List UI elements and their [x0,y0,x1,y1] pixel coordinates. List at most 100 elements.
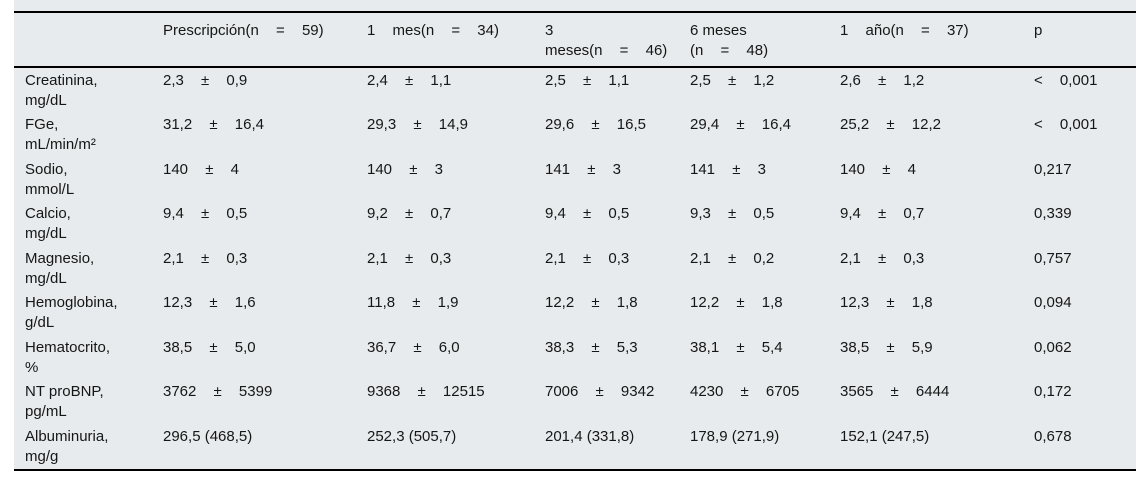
value-cell: 3762 ± 5399 [163,382,367,423]
column-header: Prescripción(n = 59) [163,21,367,61]
value-cell: 29,4 ± 16,4 [690,115,840,156]
value-cell: 12,3 ± 1,8 [840,293,1034,334]
cell-text: 4230 ± 6705 [690,383,800,401]
value-cell: 9,4 ± 0,7 [840,204,1034,245]
cell-text: 9,2 ± 0,7 [367,205,452,223]
cell-text: 152,1 (247,5) [840,427,930,445]
cell-text: 29,6 ± 16,5 [545,116,646,134]
value-cell: 2,1 ± 0,3 [840,249,1034,290]
cell-text: % [25,358,39,376]
table-header-row: Prescripción(n = 59) 1 mes(n = 34) 3 meses(… [14,13,1136,61]
cell-text: 0,094 [1034,294,1072,312]
cell-text: 140 ± 4 [163,160,239,178]
cell-text: 25,2 ± 12,2 [840,116,941,134]
cell-text: g/dL [25,314,55,332]
table-row: Creatinina, mg/dL 2,3 ± 0,9 2,4 ± 1,1 2,5 ± … [14,68,1136,112]
cell-text: 1 mes(n = 34) [367,22,499,39]
cell-text: 252,3 (505,7) [367,427,457,445]
cell-text: Hematocrito, [25,338,111,356]
table-row: Calcio, mg/dL 9,4 ± 0,5 9,2 ± 0,7 9,4 ± 0,5 9… [14,201,1136,245]
cell-text: 11,8 ± 1,9 [367,294,459,312]
cell-text: Calcio, [25,205,71,223]
cell-text: 7006 ± 9342 [545,383,655,401]
row-label: Creatinina, mg/dL [14,71,163,112]
cell-text: 2,5 ± 1,2 [690,72,775,89]
value-cell: 2,5 ± 1,1 [545,71,690,112]
row-label: Magnesio, mg/dL [14,249,163,290]
row-label: NT proBNP, pg/mL [14,382,163,423]
column-header: 1 año(n = 37) [840,21,1034,61]
row-label: Calcio, mg/dL [14,204,163,245]
value-cell: 31,2 ± 16,4 [163,115,367,156]
cell-text: 38,1 ± 5,4 [690,338,783,356]
column-header: 6 meses (n = 48) [690,21,840,61]
cell-text: < 0,001 [1034,116,1098,134]
value-cell: 296,5 (468,5) [163,427,367,468]
cell-text: 3762 ± 5399 [163,383,273,401]
value-cell: 2,1 ± 0,3 [163,249,367,290]
value-cell: 178,9 (271,9) [690,427,840,468]
value-cell: 3565 ± 6444 [840,382,1034,423]
cell-text: Albuminuria, [25,427,109,445]
row-label: FGe, mL/min/m² [14,115,163,156]
cell-text: mg/g [25,447,59,465]
cell-text: Hemoglobina, [25,294,118,312]
value-cell: 12,2 ± 1,8 [545,293,690,334]
cell-text: 3565 ± 6444 [840,383,950,401]
column-header: 3 meses(n = 46) [545,21,690,61]
value-cell: 38,1 ± 5,4 [690,338,840,379]
value-cell: 9,2 ± 0,7 [367,204,545,245]
cell-text: 178,9 (271,9) [690,427,780,445]
cell-text: 201,4 (331,8) [545,427,635,445]
cell-text: Magnesio, [25,249,95,267]
cell-text: Sodio, [25,160,68,178]
value-cell: 9,4 ± 0,5 [545,204,690,245]
cell-text: Creatinina, [25,72,98,89]
cell-text: 29,4 ± 16,4 [690,116,791,134]
column-header: p [1034,21,1136,61]
value-cell: 29,3 ± 14,9 [367,115,545,156]
cell-text: 2,1 ± 0,3 [163,249,248,267]
cell-text: 2,1 ± 0,3 [545,249,630,267]
value-cell: 252,3 (505,7) [367,427,545,468]
cell-text: 38,3 ± 5,3 [545,338,638,356]
row-label: Hemoglobina, g/dL [14,293,163,334]
cell-text: 2,4 ± 1,1 [367,72,452,89]
value-cell: 140 ± 4 [840,160,1034,201]
table-row: FGe, mL/min/m² 31,2 ± 16,4 29,3 ± 14,9 29,6 … [14,112,1136,156]
value-cell: 29,6 ± 16,5 [545,115,690,156]
cell-text: 3 [545,22,554,39]
cell-text: 0,757 [1034,249,1072,267]
value-cell: 2,4 ± 1,1 [367,71,545,112]
value-cell: 9368 ± 12515 [367,382,545,423]
cell-text: mmol/L [25,180,75,198]
cell-text: p [1034,22,1043,39]
cell-text: 9368 ± 12515 [367,383,485,401]
value-cell: 0,678 [1034,427,1136,468]
column-header [14,21,163,61]
table-row: Hemoglobina, g/dL 12,3 ± 1,6 11,8 ± 1,9 12,2… [14,290,1136,334]
cell-text: mL/min/m² [25,136,96,154]
cell-text: 36,7 ± 6,0 [367,338,460,356]
table-header-rule [14,66,1136,68]
cell-text: 141 ± 3 [690,160,766,178]
cell-text: 9,3 ± 0,5 [690,205,775,223]
cell-text: 2,6 ± 1,2 [840,72,925,89]
cell-text: 2,1 ± 0,2 [690,249,775,267]
value-cell: 0,172 [1034,382,1136,423]
cell-text: Prescripción(n = 59) [163,22,324,39]
cell-text: FGe, [25,116,59,134]
row-label: Hematocrito,% [14,338,163,379]
cell-text: 12,2 ± 1,8 [690,294,783,312]
value-cell: 0,062 [1034,338,1136,379]
value-cell: 201,4 (331,8) [545,427,690,468]
lab-results-table: Prescripción(n = 59) 1 mes(n = 34) 3 meses(… [14,0,1136,471]
cell-text: 0,172 [1034,383,1072,401]
cell-text: 12,2 ± 1,8 [545,294,638,312]
table-row: Hematocrito,% 38,5 ± 5,0 36,7 ± 6,0 38,3 ± … [14,335,1136,379]
cell-text: 12,3 ± 1,8 [840,294,933,312]
value-cell: 36,7 ± 6,0 [367,338,545,379]
cell-text: 9,4 ± 0,5 [545,205,630,223]
value-cell: < 0,001 [1034,115,1136,156]
